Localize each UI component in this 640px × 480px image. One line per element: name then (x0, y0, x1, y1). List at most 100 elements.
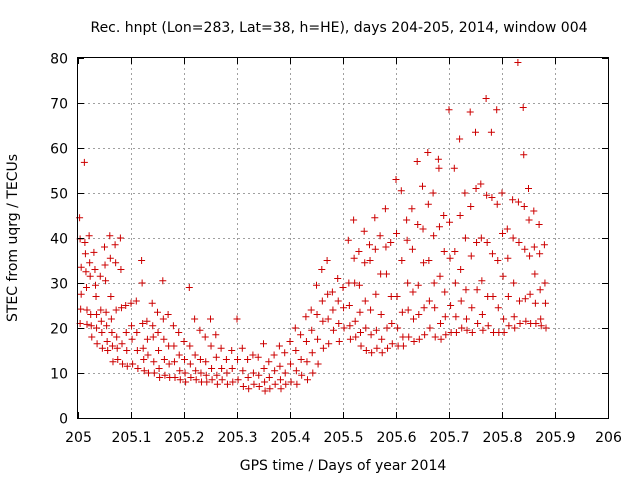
data-point (521, 245, 529, 253)
data-point (446, 254, 454, 262)
data-point (397, 187, 405, 195)
data-point (494, 304, 502, 312)
data-point (180, 338, 188, 345)
data-point (531, 299, 539, 307)
data-point (371, 245, 379, 253)
y-tick-label: 30 (50, 277, 68, 293)
data-point (103, 338, 111, 345)
data-point (346, 335, 354, 343)
data-point (117, 304, 125, 312)
data-point (116, 234, 124, 242)
x-tick-label: 205.6 (376, 430, 416, 446)
data-point (132, 297, 140, 305)
data-point (159, 315, 167, 323)
data-point (122, 302, 130, 309)
y-axis-ticks: 0 10 20 30 40 50 60 70 80 (50, 52, 608, 428)
data-point (430, 279, 438, 287)
data-point (404, 306, 412, 314)
data-point (114, 356, 122, 363)
data-point (192, 376, 200, 384)
data-point (182, 378, 190, 386)
data-point (484, 322, 492, 330)
data-point (287, 378, 295, 386)
data-point (478, 311, 486, 318)
data-point (104, 347, 112, 354)
data-point (334, 297, 342, 305)
data-point (77, 290, 85, 298)
data-point (445, 106, 453, 114)
data-point (366, 241, 373, 249)
data-point (535, 221, 543, 228)
data-point (413, 158, 421, 165)
data-point (101, 243, 108, 251)
data-point (399, 342, 407, 350)
data-point (498, 189, 506, 197)
data-point (421, 331, 429, 339)
data-point (409, 288, 417, 296)
data-point (356, 308, 364, 316)
data-point (426, 324, 434, 332)
data-point (276, 376, 284, 384)
data-point (218, 376, 226, 384)
data-point (403, 216, 411, 224)
data-point (488, 194, 496, 201)
data-point (419, 182, 426, 190)
data-point (479, 326, 487, 334)
data-point (207, 315, 214, 323)
data-point (93, 311, 101, 318)
data-point (277, 385, 285, 393)
data-point (81, 239, 89, 246)
data-point (249, 351, 257, 359)
data-point (500, 329, 508, 336)
data-point (540, 241, 548, 249)
data-point (82, 268, 90, 276)
data-point (223, 369, 231, 377)
data-point (181, 369, 189, 377)
data-point (537, 315, 545, 323)
data-point (500, 315, 508, 323)
data-point (106, 254, 114, 262)
data-point (393, 230, 401, 237)
data-point (293, 380, 301, 388)
data-point (197, 369, 205, 377)
data-point (314, 360, 322, 368)
data-point (175, 351, 183, 359)
data-point (452, 329, 460, 336)
data-point (462, 286, 470, 294)
data-point (526, 252, 534, 260)
data-point (414, 281, 422, 289)
data-point (420, 259, 428, 267)
data-point (160, 356, 168, 363)
data-point (93, 340, 101, 348)
data-point (430, 232, 438, 240)
data-point (196, 326, 204, 334)
data-point (463, 326, 471, 334)
data-point (313, 281, 320, 289)
data-point (522, 317, 530, 325)
data-point (170, 358, 178, 366)
data-point (102, 308, 110, 316)
data-point (532, 320, 540, 327)
data-point (112, 259, 120, 267)
data-point (286, 338, 294, 345)
data-point (308, 349, 316, 357)
data-point (335, 320, 343, 327)
data-point (440, 212, 448, 219)
data-point (458, 324, 466, 332)
data-point (275, 342, 283, 350)
data-point (187, 374, 195, 381)
data-point (388, 340, 396, 348)
data-point (107, 293, 115, 300)
data-point (457, 266, 465, 273)
y-tick-label: 60 (50, 142, 68, 158)
data-point (542, 324, 550, 332)
data-point (169, 322, 177, 330)
data-point (185, 284, 193, 291)
data-point (494, 257, 502, 264)
data-point (425, 297, 433, 305)
data-point (503, 225, 511, 233)
data-point (541, 299, 549, 307)
data-point (134, 365, 142, 372)
chart-title: Rec. hnpt (Lon=283, Lat=38, h=HE), days … (90, 20, 587, 36)
